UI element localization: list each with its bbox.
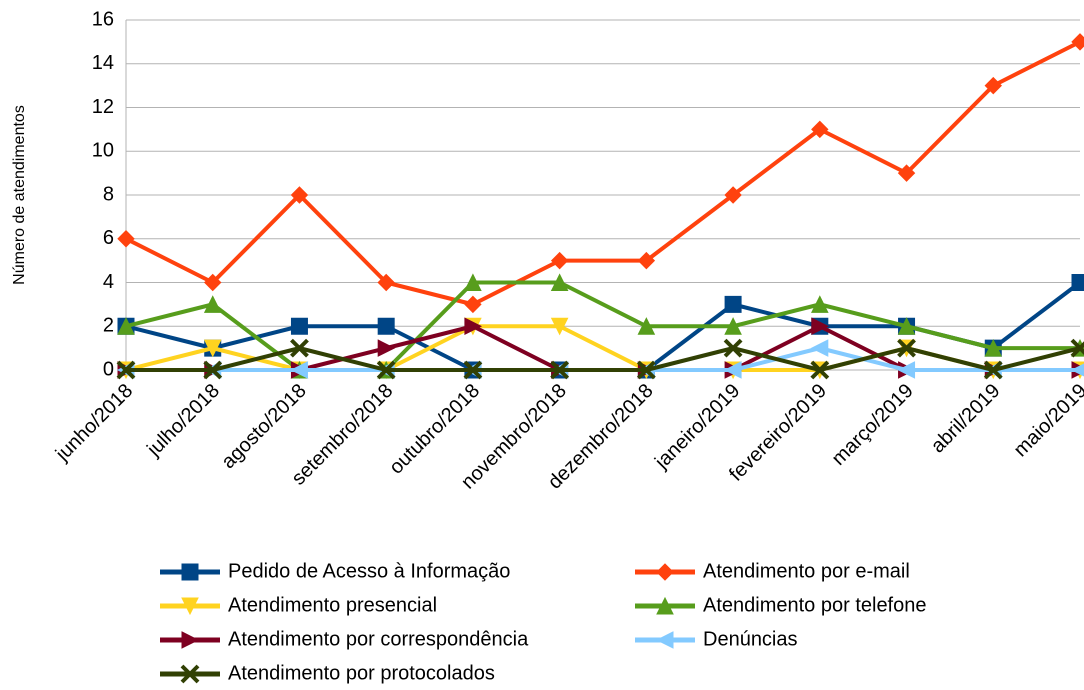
x-tick-label: julho/2018 [142, 380, 224, 462]
x-tick-label: março/2019 [828, 380, 918, 470]
legend-label: Atendimento por protocolados [228, 662, 495, 684]
x-tick-label: junho/2018 [51, 380, 137, 466]
marker [552, 253, 568, 269]
legend-marker [657, 564, 673, 580]
x-tick-label: abril/2019 [927, 380, 1005, 458]
y-tick-label: 10 [92, 140, 114, 162]
marker [725, 296, 741, 312]
y-tick-label: 6 [103, 227, 114, 249]
y-tick-label: 4 [103, 271, 114, 293]
legend-label: Atendimento presencial [228, 594, 437, 616]
x-tick-label: maio/2019 [1010, 380, 1084, 462]
marker [118, 231, 134, 247]
legend-label: Atendimento por telefone [703, 594, 927, 616]
y-tick-label: 14 [92, 52, 114, 74]
x-tick-label: outubro/2018 [385, 380, 484, 479]
y-tick-label: 12 [92, 96, 114, 118]
legend-marker [182, 632, 198, 648]
line [126, 42, 1080, 305]
chart: Número de atendimentos 0 2 4 6 8 10 12 14 16 junh… [0, 0, 1084, 690]
marker [378, 318, 394, 334]
x-tick-label: janeiro/2019 [650, 380, 744, 474]
legend-label: Denúncias [703, 628, 798, 650]
line [126, 348, 1080, 370]
marker [465, 296, 481, 312]
y-tick-label: 2 [103, 315, 114, 337]
legend-label: Atendimento por e-mail [703, 560, 910, 582]
legend-marker [657, 632, 673, 648]
legend-label: Atendimento por correspondência [228, 628, 529, 650]
y-axis-label: Número de atendimentos [11, 105, 28, 285]
marker [1072, 275, 1084, 291]
y-tick-label: 16 [92, 8, 114, 30]
y-tick-label: 0 [103, 358, 114, 380]
line [126, 348, 1080, 370]
y-tick-label: 8 [103, 183, 114, 205]
marker [378, 340, 394, 356]
marker [812, 340, 828, 356]
legend-label: Pedido de Acesso à Informação [228, 560, 510, 582]
marker [1072, 34, 1084, 50]
legend-marker [182, 564, 198, 580]
marker [291, 318, 307, 334]
x-tick-label: agosto/2018 [217, 380, 310, 473]
